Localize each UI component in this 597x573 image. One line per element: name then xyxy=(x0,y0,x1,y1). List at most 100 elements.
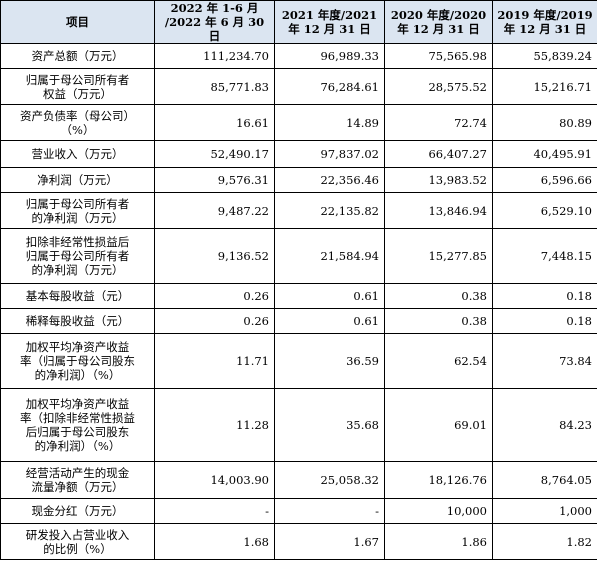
row-label-line: 资产总额（万元） xyxy=(31,49,124,63)
row-value: 14.89 xyxy=(274,104,385,141)
row-value: 40,495.91 xyxy=(492,140,597,168)
table-row: 归属于母公司所有者 权益（万元） 85,771.83 76,284.61 28,575.… xyxy=(0,68,597,105)
row-label-line: 稀释每股收益（元） xyxy=(25,314,130,328)
row-label: 净利润（万元） xyxy=(0,167,155,193)
row-value: 76,284.61 xyxy=(274,68,385,105)
row-value: 13,846.94 xyxy=(384,192,493,229)
row-label-line: 后归属于母公司股东 xyxy=(25,425,130,439)
row-label-line: 研发投入占营业收入 xyxy=(25,527,130,542)
header-2019: 2019 年度/2019 年 12 月 31 日 xyxy=(492,0,597,44)
row-value: 16.61 xyxy=(154,104,275,141)
row-value: 18,126.76 xyxy=(384,461,493,499)
row-value: 10,000 xyxy=(384,498,493,524)
row-label: 基本每股收益（元） xyxy=(0,283,155,309)
row-label: 加权平均净资产收益 率（扣除非经常性损益 后归属于母公司股东 的净利润）（%） xyxy=(0,388,155,462)
row-value: - xyxy=(154,498,275,524)
table-row: 加权平均净资产收益 率（扣除非经常性损益 后归属于母公司股东 的净利润）（%） 11.2… xyxy=(0,388,597,462)
row-value: 1.67 xyxy=(274,523,385,560)
row-label: 资产总额（万元） xyxy=(0,43,155,69)
table-row: 扣除非经常性损益后 归属于母公司所有者 的净利润（万元） 9,136.52 21,584… xyxy=(0,228,597,284)
row-value: 11.28 xyxy=(154,388,275,462)
row-value: 35.68 xyxy=(274,388,385,462)
financial-indicators-table: 项目 2022 年 1-6 月/2022 年 6 月 30 日 2021 年度/… xyxy=(0,0,597,560)
table-row: 现金分红（万元） - -10,000 1,000 xyxy=(0,498,597,524)
row-value: 0.61 xyxy=(274,283,385,309)
row-label: 现金分红（万元） xyxy=(0,498,155,524)
row-label-line: （%） xyxy=(60,122,95,137)
table-row: 净利润（万元） 9,576.31 22,356.46 13,983.52 6,596.6… xyxy=(0,167,597,193)
row-value: 28,575.52 xyxy=(384,68,493,105)
row-label: 扣除非经常性损益后 归属于母公司所有者 的净利润（万元） xyxy=(0,228,155,284)
row-value: 0.38 xyxy=(384,308,493,334)
table-row: 经营活动产生的现金 流量净额（万元） 14,003.90 25,058.32 18,12… xyxy=(0,461,597,499)
row-label-line: 的净利润）（%） xyxy=(34,439,121,453)
row-value: 52,490.17 xyxy=(154,140,275,168)
table-body: 资产总额（万元） 111,234.70 96,989.33 75,565.98 55,8… xyxy=(0,43,597,560)
row-label: 归属于母公司所有者 权益（万元） xyxy=(0,68,155,105)
row-value: 72.74 xyxy=(384,104,493,141)
row-label-line: 现金分红（万元） xyxy=(31,504,124,518)
row-value: 36.59 xyxy=(274,333,385,389)
row-value: 62.54 xyxy=(384,333,493,389)
row-label: 研发投入占营业收入 的比例（%） xyxy=(0,523,155,560)
row-value: 0.38 xyxy=(384,283,493,309)
row-value: 1.82 xyxy=(492,523,597,560)
row-label: 归属于母公司所有者 的净利润（万元） xyxy=(0,192,155,229)
row-value: 0.18 xyxy=(492,283,597,309)
row-value: 97,837.02 xyxy=(274,140,385,168)
table-row: 稀释每股收益（元） 0.26 0.61 0.38 0.18 xyxy=(0,308,597,334)
row-value: 0.61 xyxy=(274,308,385,334)
header-2020: 2020 年度/2020 年 12 月 31 日 xyxy=(384,0,493,44)
row-value: 75,565.98 xyxy=(384,43,493,69)
table-row: 资产负债率（母公司） （%） 16.61 14.89 72.74 80.89 xyxy=(0,104,597,141)
row-label-line: 率（归属于母公司股东 xyxy=(20,354,135,368)
row-value: 7,448.15 xyxy=(492,228,597,284)
row-value: 0.18 xyxy=(492,308,597,334)
row-label-line: 扣除非经常性损益后 xyxy=(25,235,130,249)
row-label: 加权平均净资产收益 率（归属于母公司股东 的净利润）（%） xyxy=(0,333,155,389)
row-value: 111,234.70 xyxy=(154,43,275,69)
row-label-line: 基本每股收益（元） xyxy=(25,289,130,303)
table-row: 营业收入（万元） 52,490.17 97,837.02 66,407.27 40,49… xyxy=(0,140,597,168)
row-value: 15,216.71 xyxy=(492,68,597,105)
row-value: 22,135.82 xyxy=(274,192,385,229)
row-value: 25,058.32 xyxy=(274,461,385,499)
row-value: 9,136.52 xyxy=(154,228,275,284)
row-value: 9,487.22 xyxy=(154,192,275,229)
row-value: 22,356.46 xyxy=(274,167,385,193)
row-label-line: 的净利润）（%） xyxy=(34,368,121,382)
row-label-line: 净利润（万元） xyxy=(37,173,118,187)
row-value: 15,277.85 xyxy=(384,228,493,284)
row-value: 13,983.52 xyxy=(384,167,493,193)
row-value: 1.68 xyxy=(154,523,275,560)
row-label-line: 归属于母公司所有者 xyxy=(25,196,130,211)
header-item: 项目 xyxy=(0,0,155,44)
row-label: 稀释每股收益（元） xyxy=(0,308,155,334)
row-value: 11.71 xyxy=(154,333,275,389)
row-label-line: 归属于母公司所有者 xyxy=(25,249,130,263)
table-row: 资产总额（万元） 111,234.70 96,989.33 75,565.98 55,8… xyxy=(0,43,597,69)
header-2021: 2021 年度/2021 年 12 月 31 日 xyxy=(274,0,385,44)
row-value: - xyxy=(274,498,385,524)
row-value: 9,576.31 xyxy=(154,167,275,193)
table-row: 加权平均净资产收益 率（归属于母公司股东 的净利润）（%） 11.71 36.59 62.… xyxy=(0,333,597,389)
row-value: 1,000 xyxy=(492,498,597,524)
row-value: 84.23 xyxy=(492,388,597,462)
row-value: 96,989.33 xyxy=(274,43,385,69)
row-label-line: 归属于母公司所有者 xyxy=(25,72,130,87)
row-label-line: 流量净额（万元） xyxy=(31,480,124,494)
row-label-line: 营业收入（万元） xyxy=(31,147,124,161)
row-value: 55,839.24 xyxy=(492,43,597,69)
row-value: 80.89 xyxy=(492,104,597,141)
row-label-line: 的净利润（万元） xyxy=(31,263,124,277)
row-label-line: 率（扣除非经常性损益 xyxy=(20,411,135,425)
row-label-line: 的净利润（万元） xyxy=(31,210,124,225)
row-label-line: 权益（万元） xyxy=(43,86,112,101)
row-value: 6,529.10 xyxy=(492,192,597,229)
table-row: 归属于母公司所有者 的净利润（万元） 9,487.22 22,135.82 13,846… xyxy=(0,192,597,229)
row-label: 经营活动产生的现金 流量净额（万元） xyxy=(0,461,155,499)
header-2022h1: 2022 年 1-6 月/2022 年 6 月 30 日 xyxy=(154,0,275,44)
row-label-line: 加权平均净资产收益 xyxy=(25,340,130,354)
row-value: 6,596.66 xyxy=(492,167,597,193)
